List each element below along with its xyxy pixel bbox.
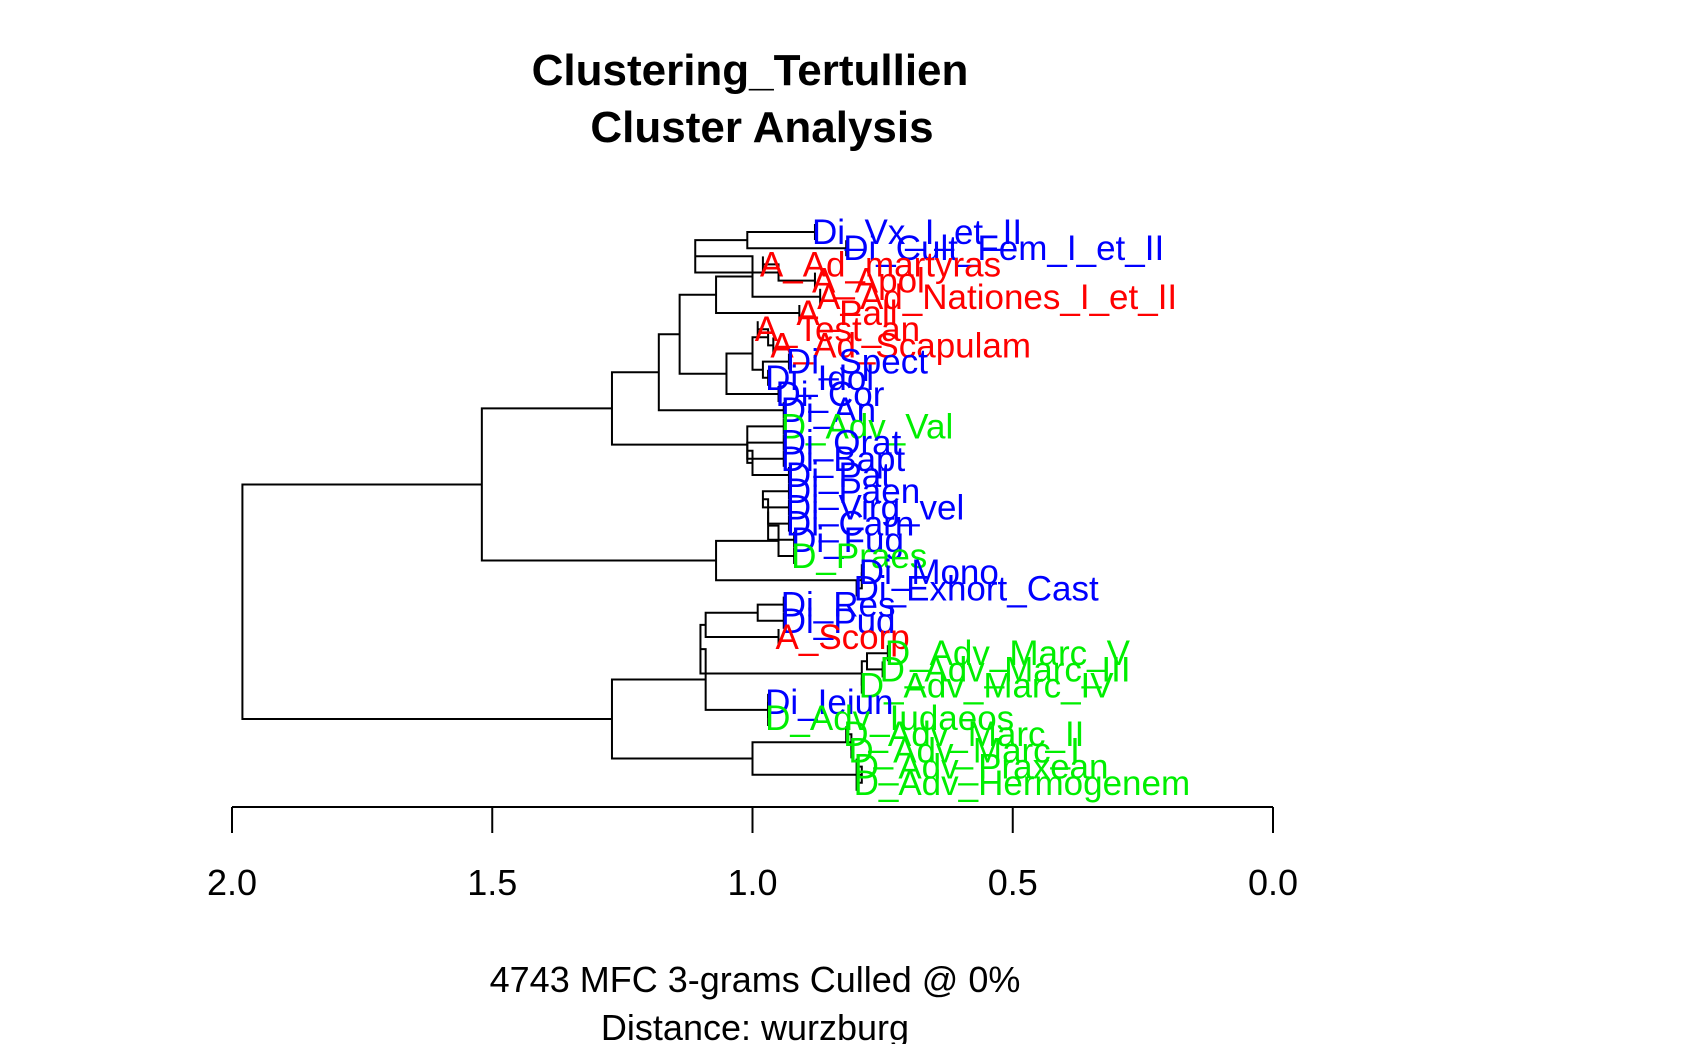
chart-title: Clustering_Tertullien (532, 46, 969, 95)
x-tick-label: 0.0 (1248, 862, 1298, 903)
leaf-label: Di_Fug (791, 521, 904, 560)
x-tick-label: 0.5 (988, 862, 1038, 903)
dendrogram-tree (241, 224, 889, 791)
leaf-label: D_Adv_Marc_IV (859, 667, 1114, 706)
x-tick-label: 1.0 (727, 862, 777, 903)
leaf-label: Di_Virg_vel (786, 488, 964, 527)
merge-branch (704, 611, 779, 638)
x-axis-label-line-2: Distance: wurzburg (601, 1007, 909, 1044)
x-tick-label: 2.0 (207, 862, 257, 903)
leaf-label: Di_Res (781, 586, 896, 625)
leaf-label: Di_Mono (859, 553, 999, 592)
merge-branch (860, 660, 868, 686)
leaf-label: A_Ad_Scapulam (770, 326, 1031, 365)
leaf-label: Di_Cult_Fem_I_et_II (843, 229, 1164, 268)
merge-branch (241, 483, 612, 721)
leaf-label: A_Ad_martyras (760, 245, 1001, 284)
leaf-label: Di_An (781, 391, 876, 430)
leaf-label: D_Adv_Val (781, 407, 954, 446)
x-tick-label: 1.5 (467, 862, 517, 903)
merge-branch (678, 293, 727, 375)
leaf-label: Di_Carn (786, 505, 914, 544)
leaf-label: Di_Exhort_Cast (854, 569, 1099, 608)
leaf-label: Di_Vx_I_et_II (812, 213, 1022, 252)
merge-branch (480, 407, 717, 562)
leaf-label: D_Adv_Marc_III (880, 650, 1131, 689)
leaf-label: D_Adv_Marc_II (843, 715, 1084, 754)
leaf-label: Di_Bapt (781, 440, 906, 479)
leaf-label: Di_Cor (776, 375, 885, 414)
leaf-labels: Di_Vx_I_et_IIDi_Cult_Fem_I_et_IIA_Ad_mar… (755, 213, 1190, 803)
leaf-label: A_Scorp (776, 618, 910, 657)
leaf-label: D_Adv_Iudaeos (765, 699, 1014, 738)
merge-branch (700, 648, 769, 711)
leaf-label: Di_Spect (786, 343, 928, 382)
leaf-label: D_Adv_Praxean (854, 748, 1109, 787)
merge-branch (610, 678, 753, 760)
x-axis: 2.0 1.5 1.0 0.5 0.0 (207, 806, 1298, 903)
leaf-label: A_Pall (796, 294, 897, 333)
leaf-label: Di_Ieiun (765, 683, 893, 722)
leaf-label: Di_Orat (781, 424, 902, 463)
leaf-label: A_Test_an (755, 310, 920, 349)
leaf-label: A_Ad_Nationes_I_et_II (817, 278, 1177, 317)
leaf-label: Di_Idol (765, 359, 874, 398)
leaf-label: Di_Paen (786, 472, 920, 511)
leaf-label: D_Adv_Marc_V (885, 634, 1131, 673)
leaf-label: Di_Pat (786, 456, 891, 495)
x-axis-label-line-1: 4743 MFC 3-grams Culled @ 0% (490, 959, 1021, 1000)
chart-subtitle: Cluster Analysis (590, 103, 933, 152)
leaf-label: D_Adv_Hermogenem (854, 764, 1191, 803)
merge-branch (767, 511, 795, 541)
leaf-label: A_Apol (812, 262, 925, 301)
leaf-label: D_Praes (791, 537, 927, 576)
leaf-label: Di_Pud (781, 602, 896, 641)
leaf-label: D_Adv_Marc_I (848, 731, 1079, 770)
